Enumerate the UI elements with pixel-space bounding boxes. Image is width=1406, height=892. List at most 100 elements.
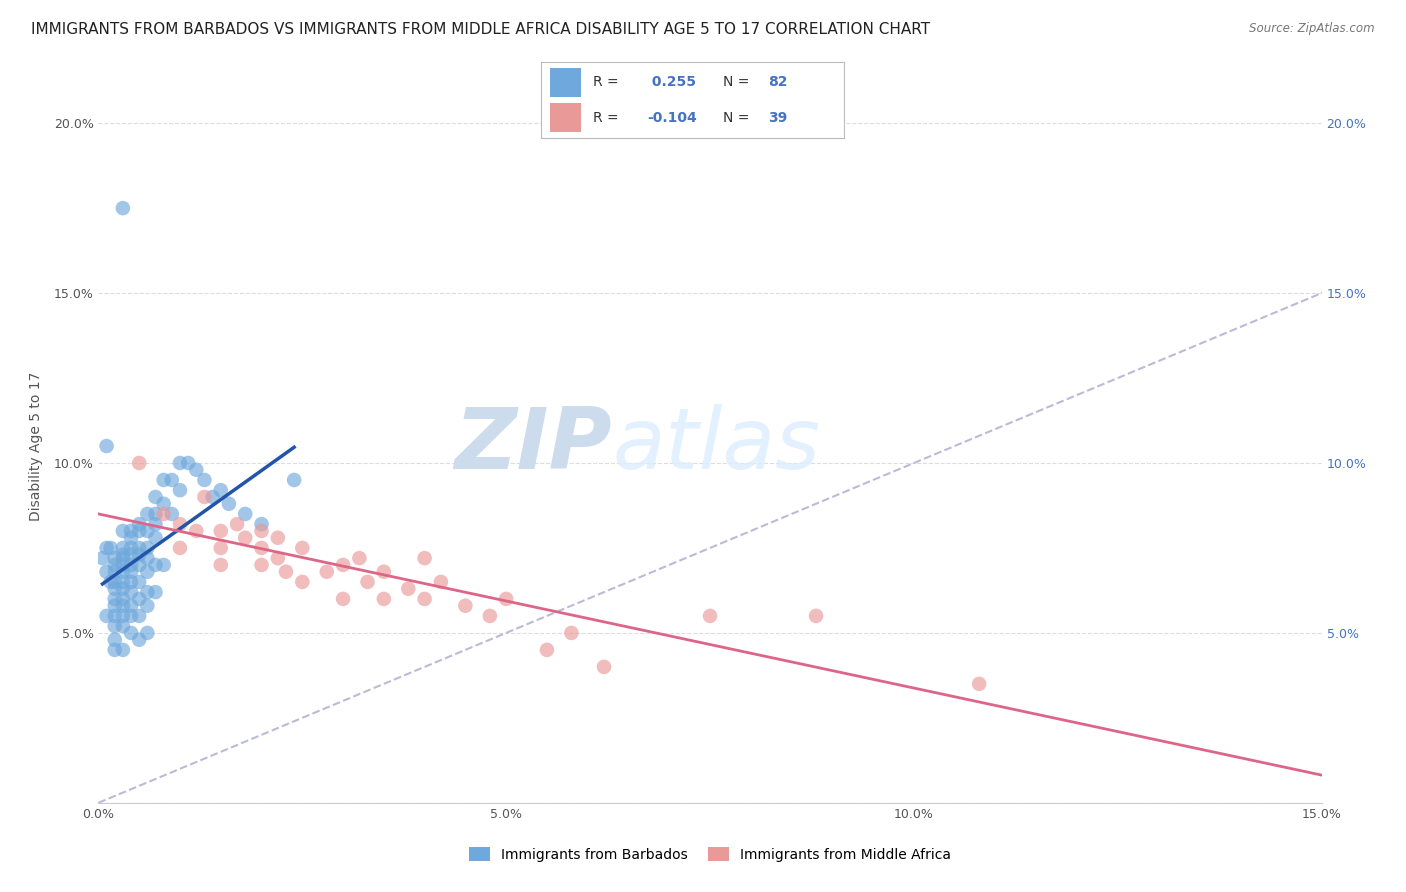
Point	[111, 582, 134, 596]
Point	[120, 599, 142, 613]
Text: Source: ZipAtlas.com: Source: ZipAtlas.com	[1250, 22, 1375, 36]
Point	[136, 626, 159, 640]
Point	[111, 643, 134, 657]
Point	[111, 201, 134, 215]
Point	[495, 591, 517, 606]
Text: N =: N =	[723, 111, 754, 125]
Point	[560, 626, 582, 640]
Text: atlas: atlas	[612, 404, 820, 488]
Point	[128, 541, 150, 555]
Point	[145, 517, 167, 532]
Point	[145, 507, 167, 521]
Point	[177, 456, 200, 470]
Point	[283, 473, 305, 487]
Text: 82: 82	[768, 75, 787, 89]
Point	[373, 591, 395, 606]
Text: R =: R =	[593, 111, 623, 125]
Point	[100, 574, 122, 589]
Point	[332, 591, 354, 606]
Point	[233, 507, 256, 521]
Point	[536, 643, 558, 657]
Point	[250, 517, 273, 532]
Point	[267, 551, 290, 566]
Point	[430, 574, 453, 589]
Point	[478, 608, 501, 623]
Point	[152, 497, 174, 511]
Point	[274, 565, 297, 579]
Text: -0.104: -0.104	[647, 111, 697, 125]
Point	[111, 524, 134, 538]
Point	[201, 490, 224, 504]
Point	[186, 463, 208, 477]
Point	[349, 551, 371, 566]
Point	[120, 524, 142, 538]
Point	[218, 497, 240, 511]
Text: 0.255: 0.255	[647, 75, 696, 89]
Point	[120, 626, 142, 640]
Point	[120, 608, 142, 623]
Point	[128, 517, 150, 532]
Point	[128, 632, 150, 647]
Point	[169, 456, 191, 470]
Point	[209, 541, 232, 555]
Point	[291, 574, 314, 589]
Point	[104, 619, 127, 633]
Point	[136, 599, 159, 613]
Point	[250, 541, 273, 555]
Point	[104, 558, 127, 572]
Legend: Immigrants from Barbados, Immigrants from Middle Africa: Immigrants from Barbados, Immigrants fro…	[463, 841, 957, 867]
Point	[152, 473, 174, 487]
Point	[104, 599, 127, 613]
Point	[593, 660, 616, 674]
Point	[152, 507, 174, 521]
Point	[169, 517, 191, 532]
Point	[209, 483, 232, 498]
Point	[120, 541, 142, 555]
Point	[136, 551, 159, 566]
Point	[267, 531, 290, 545]
Point	[136, 585, 159, 599]
Point	[120, 565, 142, 579]
Point	[128, 524, 150, 538]
Point	[169, 483, 191, 498]
Point	[96, 608, 118, 623]
Point	[136, 565, 159, 579]
Point	[193, 473, 215, 487]
Point	[96, 565, 118, 579]
Point	[145, 490, 167, 504]
Point	[396, 582, 419, 596]
Point	[104, 582, 127, 596]
Point	[413, 551, 436, 566]
Point	[104, 574, 127, 589]
Point	[104, 643, 127, 657]
Point	[111, 591, 134, 606]
Point	[804, 608, 827, 623]
Point	[91, 551, 114, 566]
Point	[967, 677, 990, 691]
Point	[169, 541, 191, 555]
Point	[250, 558, 273, 572]
Point	[136, 524, 159, 538]
Point	[145, 585, 167, 599]
Point	[120, 531, 142, 545]
Point	[699, 608, 721, 623]
Point	[111, 608, 134, 623]
Point	[209, 558, 232, 572]
Point	[111, 551, 134, 566]
Point	[291, 541, 314, 555]
Point	[104, 632, 127, 647]
Point	[120, 574, 142, 589]
Text: ZIP: ZIP	[454, 404, 612, 488]
FancyBboxPatch shape	[550, 68, 581, 96]
Point	[356, 574, 378, 589]
Text: R =: R =	[593, 75, 623, 89]
Point	[160, 507, 183, 521]
Point	[111, 548, 134, 562]
Point	[332, 558, 354, 572]
Point	[111, 565, 134, 579]
Point	[145, 558, 167, 572]
Point	[186, 524, 208, 538]
Point	[373, 565, 395, 579]
Point	[96, 541, 118, 555]
Text: IMMIGRANTS FROM BARBADOS VS IMMIGRANTS FROM MIDDLE AFRICA DISABILITY AGE 5 TO 17: IMMIGRANTS FROM BARBADOS VS IMMIGRANTS F…	[31, 22, 929, 37]
